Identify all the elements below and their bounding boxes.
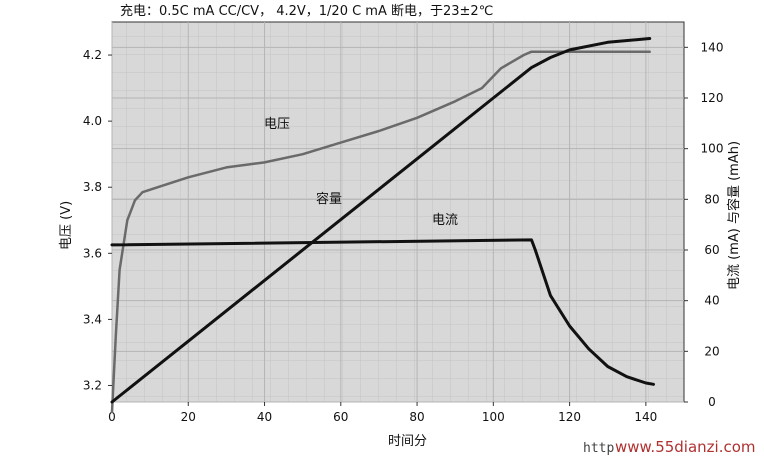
x-tick-label: 0 bbox=[108, 410, 116, 424]
current-line bbox=[110, 238, 655, 386]
x-tick-label: 60 bbox=[333, 410, 348, 424]
capacity-line bbox=[110, 37, 652, 404]
x-axis-ticks: 0 20 40 60 80 100 120 140 bbox=[108, 402, 657, 424]
y-right-tick-label: 80 bbox=[704, 192, 719, 206]
x-tick-label: 40 bbox=[257, 410, 272, 424]
x-tick-label: 20 bbox=[181, 410, 196, 424]
y-left-axis-ticks: 3.2 3.4 3.6 3.8 4.0 4.2 bbox=[83, 48, 112, 392]
x-tick-label: 80 bbox=[409, 410, 424, 424]
y-right-tick-label: 60 bbox=[704, 243, 719, 257]
series-layer bbox=[110, 37, 655, 414]
watermark-site: www.55dianzi.com bbox=[615, 438, 756, 456]
y-left-tick-label: 4.0 bbox=[83, 114, 102, 128]
y-right-tick-label: 100 bbox=[701, 142, 724, 156]
series-label-voltage: 电压 bbox=[264, 117, 290, 132]
y-right-tick-label: 0 bbox=[708, 395, 716, 409]
chart-title: 充电：0.5C mA CC/CV， 4.2V，1/20 C mA 断电，于23±… bbox=[120, 3, 493, 19]
x-tick-label: 120 bbox=[558, 410, 581, 424]
x-tick-label: 100 bbox=[482, 410, 505, 424]
y-right-axis-ticks: 0 20 40 60 80 100 120 140 bbox=[684, 40, 723, 409]
x-tick-label: 140 bbox=[634, 410, 657, 424]
series-label-current: 电流 bbox=[432, 213, 458, 228]
y-left-tick-label: 3.6 bbox=[83, 246, 102, 260]
y-right-tick-label: 120 bbox=[701, 91, 724, 105]
y-right-axis-label: 电流 (mA) 与容量 (mAh) bbox=[726, 141, 742, 290]
y-left-tick-label: 3.4 bbox=[83, 312, 102, 326]
y-right-tick-label: 20 bbox=[704, 344, 719, 358]
series-label-capacity: 容量 bbox=[316, 191, 342, 207]
y-left-tick-label: 4.2 bbox=[83, 48, 102, 62]
y-left-tick-label: 3.8 bbox=[83, 180, 102, 194]
plot-area bbox=[111, 21, 685, 403]
voltage-line bbox=[110, 50, 651, 414]
y-right-tick-label: 140 bbox=[701, 40, 724, 54]
watermark-prefix: http bbox=[583, 441, 614, 456]
gridlines bbox=[111, 22, 684, 403]
x-axis-label: 时间分 bbox=[388, 434, 427, 449]
y-right-tick-label: 40 bbox=[704, 294, 719, 308]
y-left-tick-label: 3.2 bbox=[83, 378, 102, 392]
y-left-axis-label: 电压 (V) bbox=[59, 201, 74, 250]
